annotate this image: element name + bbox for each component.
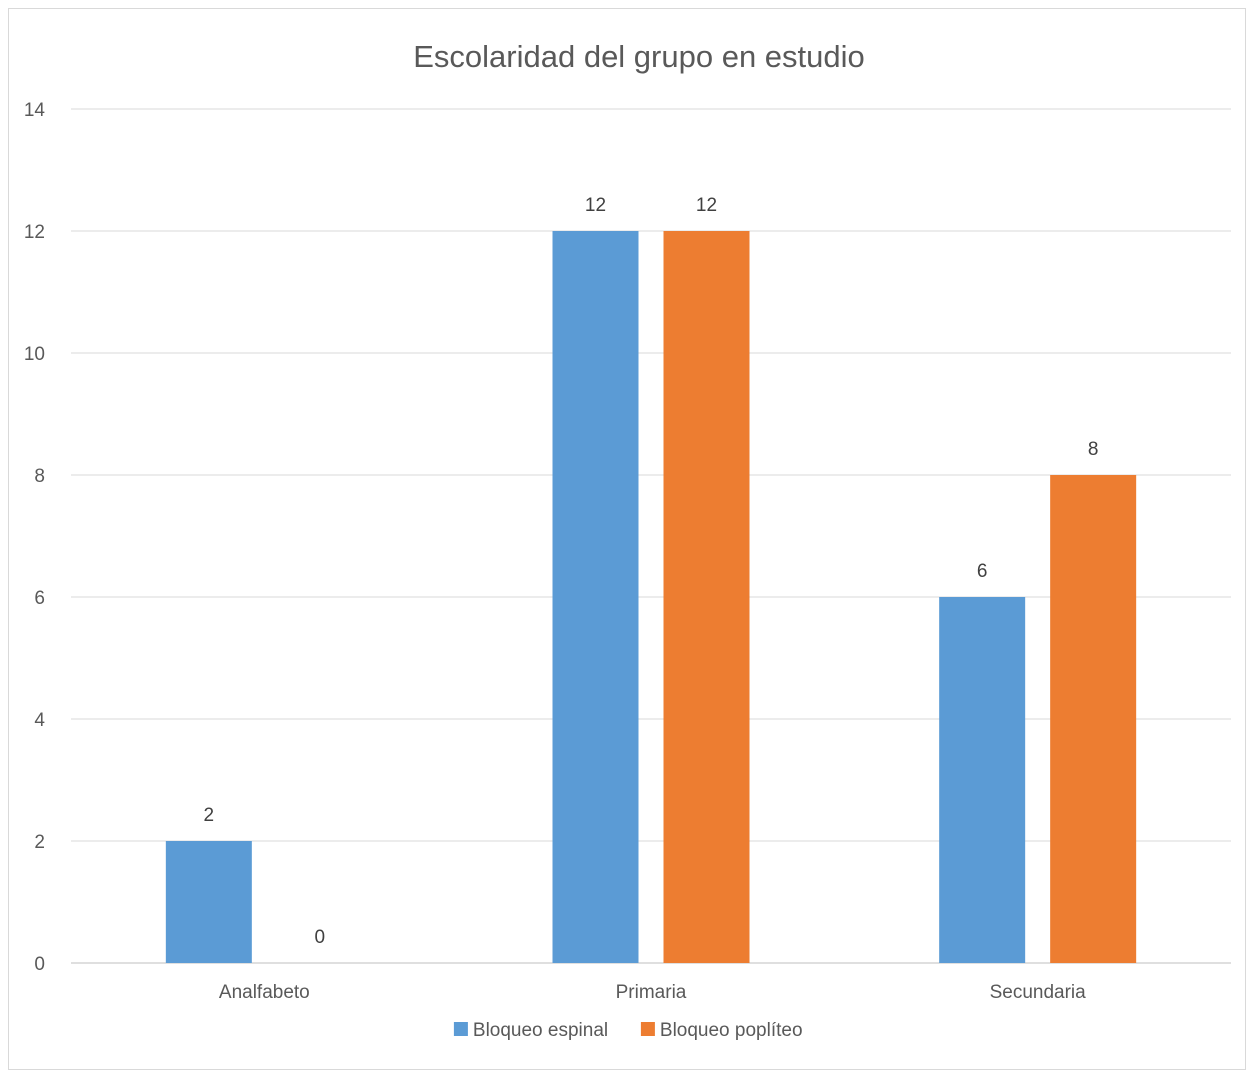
x-tick-label: Secundaria	[990, 982, 1087, 1003]
y-tick-label: 12	[24, 222, 45, 243]
y-axis-ticks: 0 2 4 6 8 10 12 14	[24, 100, 46, 975]
y-tick-label: 2	[34, 832, 45, 853]
data-label: 8	[1088, 439, 1099, 460]
gridlines	[71, 108, 1231, 964]
chart-frame: Escolaridad del grupo en estudio 0 2 4 6 8 10…	[8, 8, 1246, 1070]
data-label: 0	[315, 927, 326, 948]
legend-label: Bloqueo poplíteo	[660, 1020, 803, 1041]
legend-swatch	[640, 1022, 655, 1036]
y-tick-label: 6	[34, 588, 45, 609]
legend-swatch	[453, 1022, 468, 1036]
data-label: 2	[204, 805, 215, 826]
bar-bloqueo-poplíteo	[1050, 475, 1137, 963]
data-label: 12	[585, 195, 606, 216]
bars	[165, 231, 1137, 963]
legend: Bloqueo espinal Bloqueo poplíteo	[453, 1020, 803, 1041]
y-tick-label: 14	[24, 100, 46, 121]
chart-title: Escolaridad del grupo en estudio	[413, 39, 865, 74]
data-labels: 2 0 12 12 6 8	[204, 195, 1099, 948]
bar-bloqueo-espinal	[165, 841, 252, 963]
x-tick-label: Primaria	[616, 982, 687, 1003]
y-tick-label: 4	[34, 710, 45, 731]
x-tick-label: Analfabeto	[219, 982, 310, 1003]
legend-label: Bloqueo espinal	[473, 1020, 608, 1041]
bar-bloqueo-espinal	[939, 597, 1026, 963]
bar-bloqueo-poplíteo	[663, 231, 750, 963]
y-tick-label: 0	[34, 954, 45, 975]
bar-bloqueo-espinal	[552, 231, 639, 963]
y-tick-label: 10	[24, 344, 45, 365]
x-axis-ticks: Analfabeto Primaria Secundaria	[219, 982, 1086, 1003]
bar-chart: Escolaridad del grupo en estudio 0 2 4 6 8 10…	[24, 39, 1231, 1041]
data-label: 6	[977, 561, 988, 582]
y-tick-label: 8	[34, 466, 45, 487]
data-label: 12	[696, 195, 717, 216]
